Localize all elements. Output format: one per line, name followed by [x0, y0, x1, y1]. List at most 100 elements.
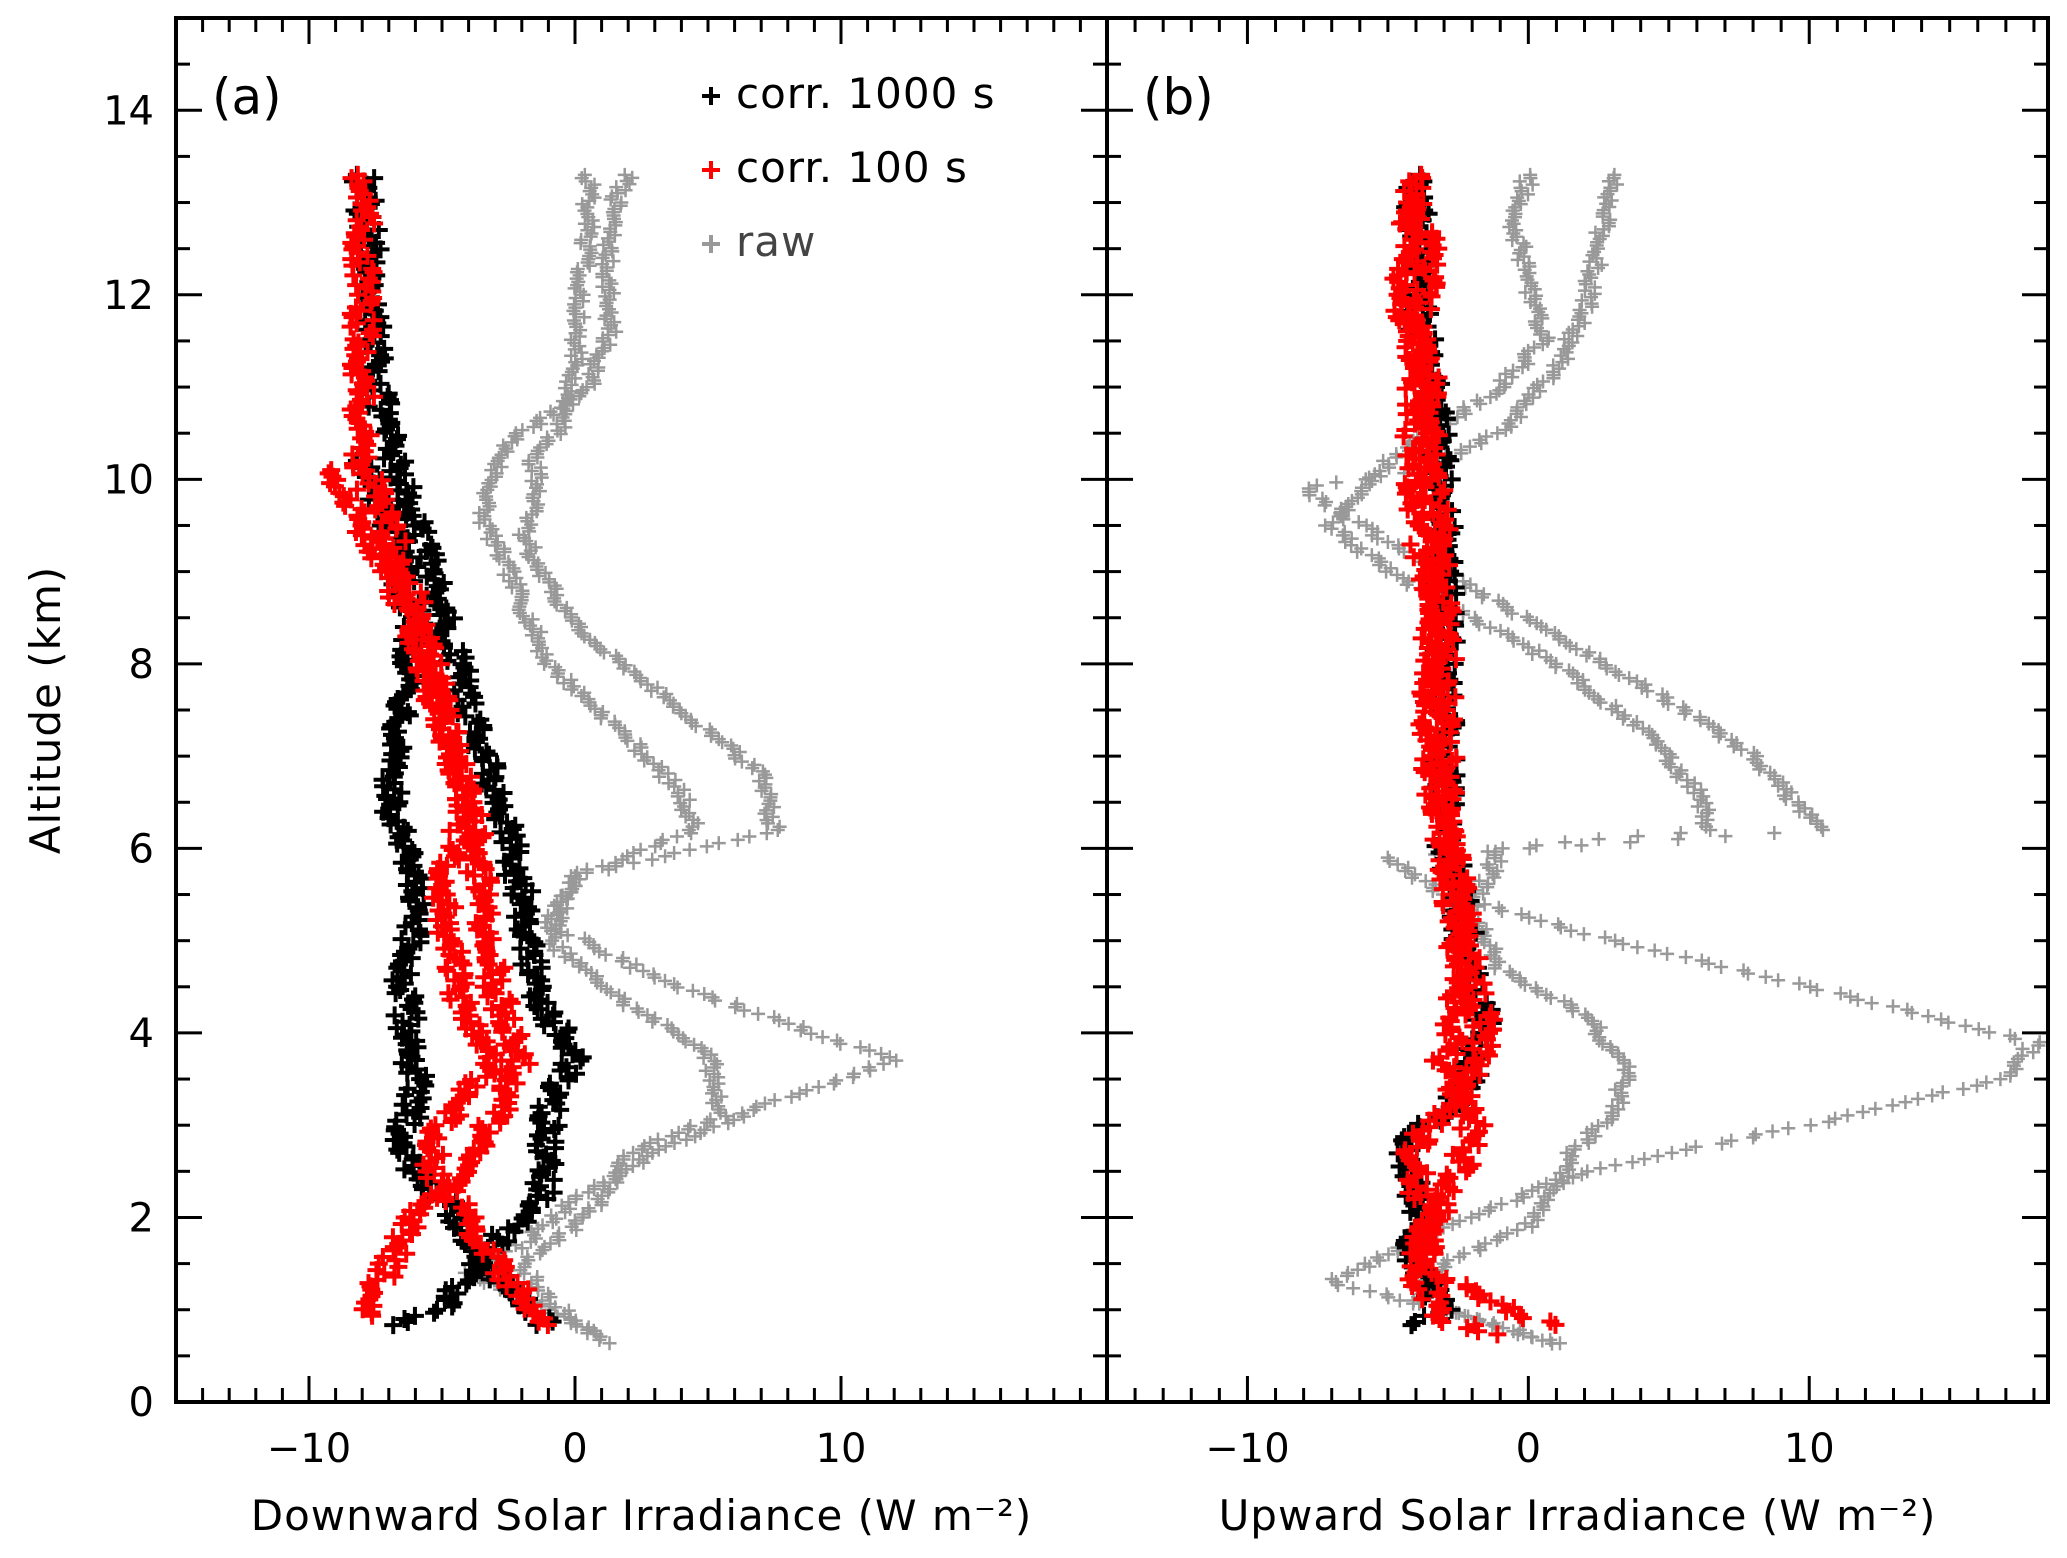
data-point — [1428, 621, 1447, 640]
data-point — [592, 944, 607, 959]
data-point — [699, 839, 714, 854]
data-point — [440, 821, 459, 840]
panel-a-x-axis-title: Downward Solar Irradiance (W m⁻²) — [251, 1491, 1032, 1540]
data-point — [1677, 706, 1692, 721]
data-point — [375, 449, 394, 468]
data-point — [585, 370, 600, 385]
data-point — [862, 1043, 877, 1058]
data-point — [1843, 989, 1858, 1004]
data-point — [709, 1057, 724, 1072]
data-point — [411, 548, 430, 567]
data-point — [833, 1036, 848, 1051]
data-point — [477, 1067, 496, 1086]
data-point — [445, 774, 464, 793]
data-point — [781, 1016, 796, 1031]
data-point — [772, 1013, 787, 1028]
data-point — [1686, 786, 1701, 801]
data-point — [1469, 614, 1484, 629]
data-point — [815, 1030, 830, 1045]
data-point — [1557, 994, 1572, 1009]
data-point — [1457, 1308, 1472, 1323]
data-point — [396, 1086, 415, 1105]
data-point — [573, 1048, 592, 1067]
data-point — [1318, 518, 1333, 533]
data-point — [1401, 535, 1420, 554]
data-point — [1413, 389, 1432, 408]
data-point — [1615, 936, 1630, 951]
data-point — [1471, 1239, 1486, 1254]
data-point — [1425, 618, 1444, 637]
data-point — [1555, 355, 1570, 370]
data-point — [1591, 692, 1606, 707]
data-point — [1530, 984, 1545, 999]
data-point — [654, 759, 669, 774]
data-point — [754, 783, 769, 798]
data-point — [2007, 1031, 2022, 1046]
data-point — [387, 519, 406, 538]
data-point — [1752, 762, 1767, 777]
data-point — [450, 758, 469, 777]
data-point — [1476, 587, 1491, 602]
data-point — [1498, 422, 1513, 437]
data-point — [344, 458, 363, 477]
data-point — [1325, 515, 1340, 530]
data-point — [1329, 475, 1344, 490]
data-point — [397, 683, 416, 702]
data-point — [1828, 1111, 1843, 1126]
data-point — [609, 648, 624, 663]
data-point — [425, 1303, 444, 1322]
data-point — [1504, 606, 1519, 621]
data-point — [1569, 642, 1584, 657]
data-point — [658, 1139, 673, 1154]
data-point — [1622, 1072, 1637, 1087]
data-point — [528, 1110, 547, 1129]
data-point — [670, 789, 685, 804]
data-point — [535, 1243, 550, 1258]
data-point — [1588, 1129, 1603, 1144]
data-point — [530, 1177, 549, 1196]
panel-b-x-tick-labels: −10 0 10 — [1205, 1426, 1834, 1472]
data-point — [452, 1172, 471, 1191]
data-point — [1821, 1114, 1836, 1129]
data-point — [651, 1142, 666, 1157]
data-point — [749, 1099, 764, 1114]
data-point — [394, 591, 413, 610]
data-point — [1428, 255, 1447, 274]
data-point — [594, 1198, 609, 1213]
data-point — [1599, 661, 1614, 676]
data-point — [1509, 1193, 1524, 1208]
data-point — [861, 1060, 876, 1075]
data-point — [559, 1071, 578, 1090]
data-point — [1528, 981, 1543, 996]
data-point — [336, 496, 355, 515]
data-point — [469, 1116, 488, 1135]
data-point — [384, 443, 403, 462]
data-point — [493, 971, 512, 990]
data-point — [1578, 1007, 1593, 1022]
data-point — [1593, 1161, 1608, 1176]
data-point — [1548, 660, 1563, 675]
data-point — [1574, 838, 1589, 853]
data-point — [767, 1093, 782, 1108]
data-point — [1424, 764, 1443, 783]
data-point — [539, 653, 554, 668]
data-point — [1597, 190, 1612, 205]
data-point — [1885, 999, 1900, 1014]
data-point — [1556, 342, 1571, 357]
panel-a-y-tick-labels: 0 2 4 6 8 10 12 14 — [103, 88, 154, 1426]
data-point — [1398, 500, 1417, 519]
data-point — [1608, 664, 1623, 679]
data-point — [1510, 1327, 1525, 1342]
data-point — [1351, 515, 1366, 530]
data-point — [1623, 835, 1638, 850]
data-point — [1703, 822, 1718, 837]
data-point — [471, 1143, 490, 1162]
data-point — [1401, 1202, 1420, 1221]
data-point — [582, 258, 597, 273]
data-point — [1611, 667, 1626, 682]
data-point — [724, 738, 739, 753]
data-point — [1579, 648, 1594, 663]
data-point — [1380, 850, 1395, 865]
data-point — [485, 1064, 504, 1083]
data-point — [587, 219, 602, 234]
